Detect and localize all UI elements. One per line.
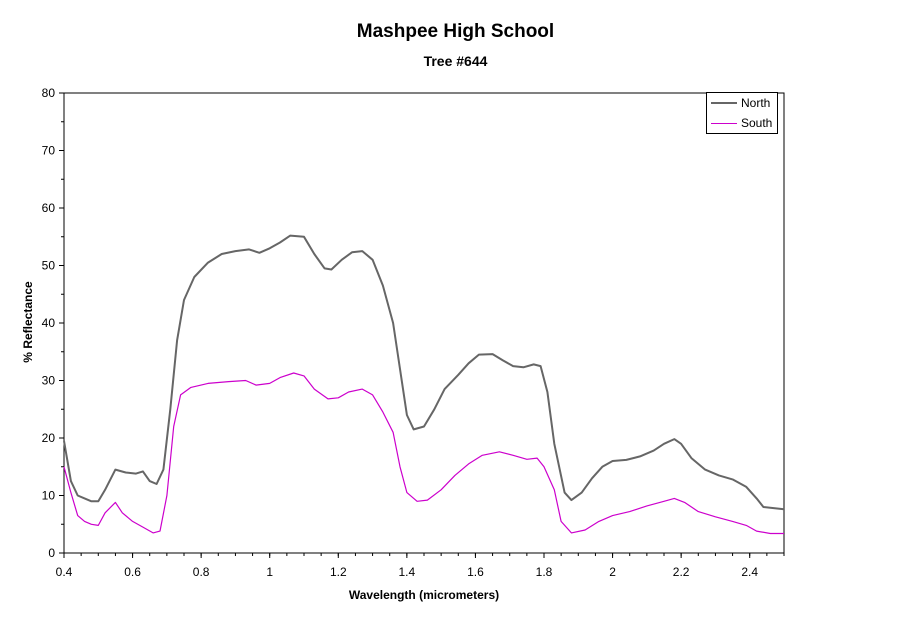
legend-label-south: South <box>741 116 773 130</box>
x-tick-label: 2.4 <box>741 565 758 579</box>
y-tick-label: 40 <box>42 316 56 330</box>
plot-area-frame <box>63 92 785 554</box>
legend-swatch-north <box>711 102 737 104</box>
x-tick-label: 0.4 <box>56 565 73 579</box>
chart-title: Mashpee High School <box>356 21 555 42</box>
y-tick-label: 60 <box>42 201 56 215</box>
y-tick-label: 50 <box>42 259 56 273</box>
y-tick-label: 30 <box>42 374 56 388</box>
x-tick-label: 1.2 <box>330 565 347 579</box>
chart-subtitle: Tree #644 <box>423 53 488 69</box>
x-tick-label: 0.8 <box>193 565 210 579</box>
x-axis-label: Wavelength (micrometers) <box>348 588 500 602</box>
x-tick-label: 1.8 <box>536 565 553 579</box>
x-tick-label: 2 <box>609 565 616 579</box>
y-tick-label: 0 <box>48 546 55 560</box>
x-tick-label: 1.6 <box>467 565 484 579</box>
series-line-south <box>63 372 784 535</box>
x-tick-label: 1 <box>266 565 273 579</box>
y-tick-label: 20 <box>42 431 56 445</box>
series-line-north <box>63 234 785 511</box>
y-axis-label: % Reflectance <box>21 281 35 363</box>
legend-item-south: South <box>711 115 772 131</box>
x-tick-label: 0.6 <box>124 565 141 579</box>
y-tick-label: 80 <box>42 86 56 100</box>
legend-item-north: North <box>711 95 770 111</box>
legend-label-north: North <box>741 96 771 110</box>
legend-swatch-south <box>711 122 737 124</box>
chart-legend: North South <box>706 92 778 134</box>
y-tick-label: 70 <box>42 144 56 158</box>
y-tick-label: 10 <box>42 489 56 503</box>
x-tick-label: 1.4 <box>399 565 416 579</box>
x-tick-label: 2.2 <box>673 565 690 579</box>
